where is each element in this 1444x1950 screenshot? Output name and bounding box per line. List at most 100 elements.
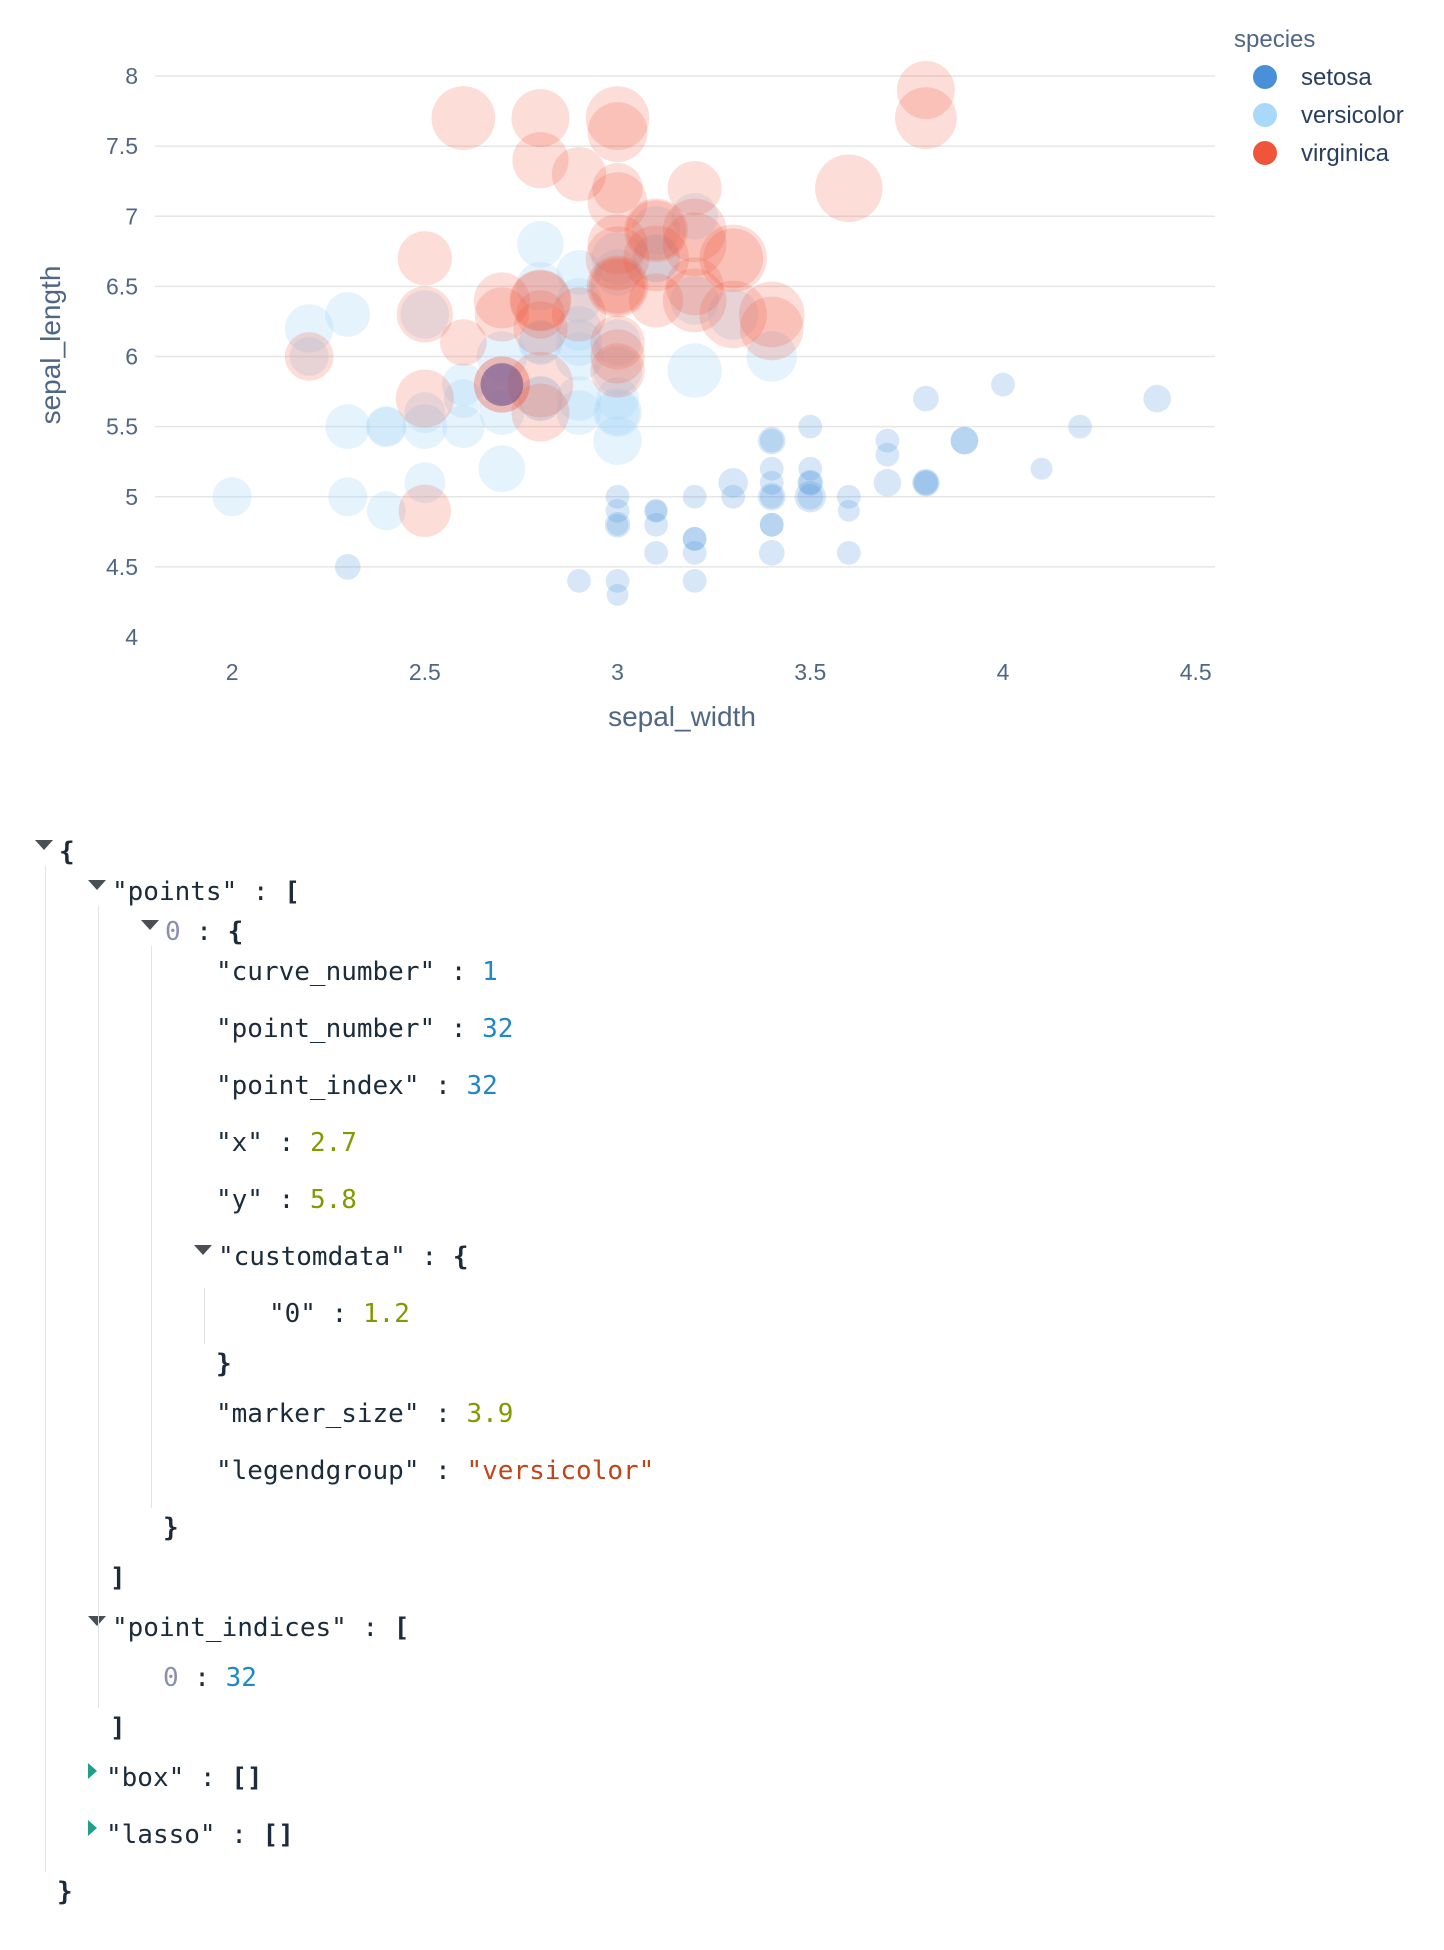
data-point[interactable] [585,86,650,150]
data-point[interactable] [590,343,645,398]
data-point[interactable] [590,315,645,370]
legend[interactable]: species setosa versicolor virginica [1234,26,1404,167]
data-point[interactable] [473,272,530,329]
json-collapsible-line[interactable]: 0 : { [141,912,243,952]
data-point[interactable] [873,468,902,497]
data-point[interactable] [682,526,707,551]
json-collapsible-line[interactable]: "customdata" : { [194,1237,468,1277]
data-point[interactable] [631,206,681,255]
data-point[interactable] [587,172,648,233]
data-point[interactable] [758,540,785,566]
data-point[interactable] [397,231,452,286]
data-point[interactable] [591,232,644,285]
data-point[interactable] [404,392,446,434]
data-point[interactable] [815,154,883,222]
data-point[interactable] [511,89,570,148]
data-point[interactable] [516,262,565,311]
data-point[interactable] [662,268,727,333]
data-point[interactable] [759,512,784,537]
data-point[interactable] [682,569,707,593]
data-point[interactable] [518,320,563,365]
data-point[interactable] [759,512,784,537]
data-point[interactable] [366,491,406,531]
scatter-chart[interactable]: 4 4.5 5 5.5 6 6.5 7 7.5 8 2 2.5 3 3.5 4 4.5 sepal_wid… [0,0,1444,780]
data-point[interactable] [513,301,568,356]
data-point[interactable] [699,280,767,349]
data-point[interactable] [623,225,689,292]
data-point[interactable] [590,259,645,314]
data-point[interactable] [913,385,939,412]
data-point[interactable] [875,428,900,453]
expand-triangle-icon[interactable] [88,1762,97,1779]
data-point[interactable] [759,484,784,509]
data-point[interactable] [556,278,602,323]
data-point[interactable] [556,376,602,421]
data-point[interactable] [511,383,570,442]
data-point[interactable] [644,498,668,523]
json-collapsible-line[interactable]: "points" : [ [88,872,300,912]
data-point[interactable] [794,481,826,513]
data-point[interactable] [474,287,530,342]
data-point[interactable] [512,132,569,189]
data-point[interactable] [895,87,957,149]
data-point[interactable] [443,379,483,419]
collapse-triangle-icon[interactable] [88,879,106,890]
data-point[interactable] [567,569,591,593]
data-point[interactable] [588,257,647,316]
data-point[interactable] [440,319,487,366]
data-point[interactable] [699,224,767,293]
data-point[interactable] [402,404,448,449]
data-point[interactable] [590,329,645,384]
data-point[interactable] [605,569,630,593]
data-point[interactable] [596,377,639,420]
data-point[interactable] [556,390,602,435]
data-point[interactable] [912,468,940,497]
expand-triangle-icon[interactable] [88,1819,97,1836]
data-point[interactable] [644,512,668,537]
data-point[interactable] [670,276,719,325]
data-point[interactable] [667,343,722,398]
data-point[interactable] [667,161,722,216]
data-point[interactable] [739,296,804,361]
data-point[interactable] [682,526,707,551]
data-point[interactable] [631,234,681,283]
data-point[interactable] [991,372,1015,397]
data-point[interactable] [325,292,371,337]
data-point[interactable] [759,428,784,453]
legend-item-versicolor[interactable]: versicolor [1253,102,1404,129]
data-point[interactable] [556,250,602,295]
data-point[interactable] [395,369,454,428]
data-point[interactable] [593,388,642,437]
data-point[interactable] [671,192,718,240]
data-point[interactable] [797,483,824,510]
data-point[interactable] [284,304,334,353]
data-point[interactable] [585,226,650,291]
data-point[interactable] [284,332,334,381]
data-point[interactable] [837,499,860,522]
collapse-triangle-icon[interactable] [141,919,159,930]
data-point[interactable] [404,462,446,504]
data-point[interactable] [366,407,406,447]
data-point[interactable] [606,583,629,606]
data-point[interactable] [836,540,861,565]
data-point[interactable] [1030,457,1053,480]
data-point[interactable] [632,235,680,282]
data-point[interactable] [798,414,823,439]
data-point[interactable] [914,470,938,495]
data-point[interactable] [628,273,684,328]
data-point[interactable] [798,470,823,495]
data-point[interactable] [662,212,727,277]
data-point[interactable] [478,445,526,493]
data-point[interactable] [592,163,643,214]
series-virginica[interactable] [284,61,957,537]
data-point[interactable] [605,484,630,509]
legend-item-setosa[interactable]: setosa [1253,64,1372,91]
data-point[interactable] [556,306,602,351]
data-point[interactable] [594,319,641,366]
json-collapsible-line[interactable]: "point_indices" : [ [88,1608,409,1648]
data-point[interactable] [644,540,668,565]
data-point[interactable] [836,484,861,509]
data-point[interactable] [551,147,607,202]
data-point[interactable] [517,221,564,268]
data-point[interactable] [721,484,746,509]
